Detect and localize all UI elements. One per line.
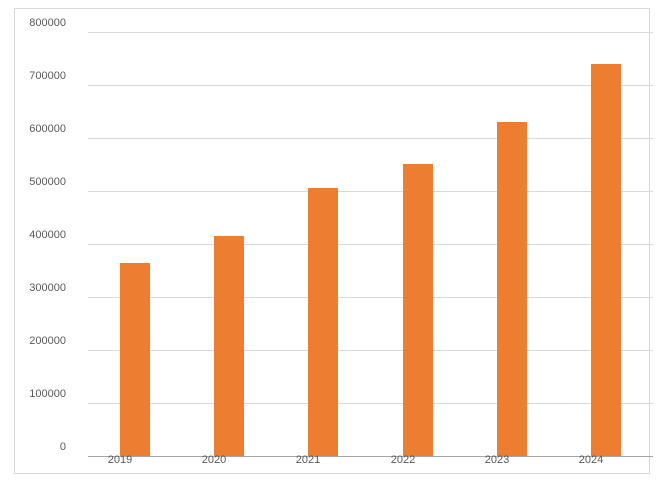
x-tick-label: 2020: [201, 454, 227, 466]
y-tick-label: 800000: [29, 17, 66, 29]
gridline: [88, 138, 653, 139]
bar-2021[interactable]: [308, 188, 338, 456]
chart-frame: [14, 8, 653, 474]
bar-2023[interactable]: [497, 122, 527, 456]
bar-2024[interactable]: [591, 64, 621, 456]
y-tick-label: 400000: [29, 229, 66, 241]
y-tick-label: 600000: [29, 123, 66, 135]
y-tick-label: 500000: [29, 176, 66, 188]
y-tick-label: 700000: [29, 70, 66, 82]
gridline: [88, 244, 653, 245]
x-tick-label: 2022: [390, 454, 416, 466]
y-tick-label: 200000: [29, 335, 66, 347]
gridline: [88, 403, 653, 404]
gridline: [88, 32, 653, 33]
plot-area: [88, 32, 653, 457]
bar-2020[interactable]: [214, 236, 244, 456]
x-tick-label: 2024: [578, 454, 604, 466]
bar-2019[interactable]: [120, 263, 150, 456]
gridline: [88, 191, 653, 192]
gridline: [88, 297, 653, 298]
x-tick-label: 2023: [484, 454, 510, 466]
x-tick-label: 2021: [295, 454, 321, 466]
gridline: [88, 85, 653, 86]
gridline: [88, 350, 653, 351]
bar-2022[interactable]: [403, 164, 433, 456]
y-tick-label: 100000: [29, 388, 66, 400]
y-tick-label: 300000: [29, 282, 66, 294]
y-tick-label: 0: [59, 441, 66, 453]
x-tick-label: 2019: [107, 454, 133, 466]
